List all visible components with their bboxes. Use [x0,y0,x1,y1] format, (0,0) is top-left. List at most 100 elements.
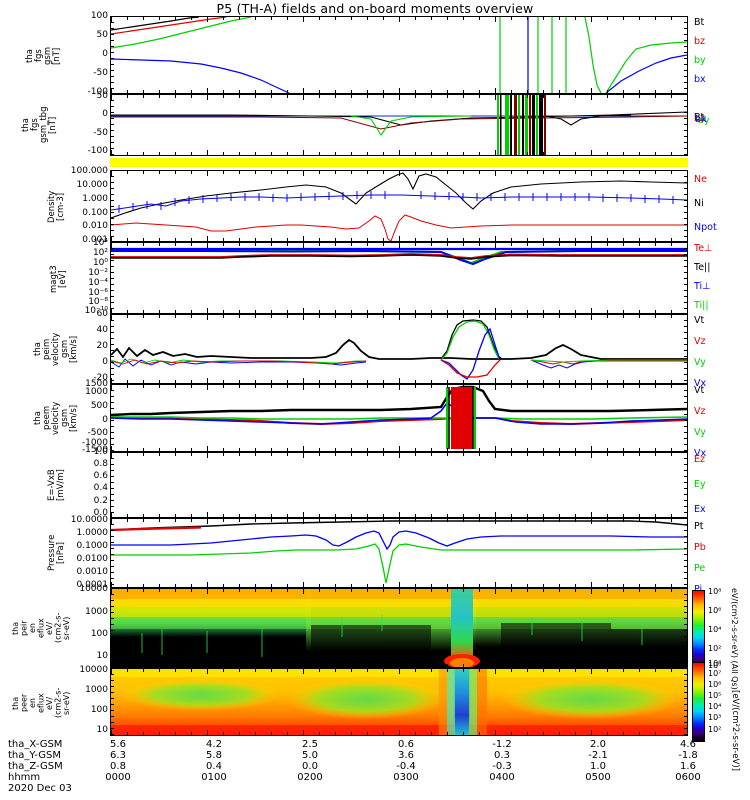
y-tick [684,284,688,285]
y-tick [111,666,114,667]
y-tick [684,374,688,375]
legend-item-ne: Ne [694,174,707,185]
ytick: 10⁰ [92,258,108,268]
x-tick [207,662,208,667]
x-tick [351,669,352,672]
x-tick [495,236,496,241]
x-tick [367,589,368,592]
y-tick [111,124,114,125]
x-tick [591,17,592,22]
x-tick [127,171,128,174]
x-tick [127,238,128,241]
x-tick [399,446,400,451]
x-tick [207,385,208,390]
x-tick [111,243,112,248]
panel-peem-velocity-label: tha peem velocity gsm [km/s] [33,401,79,435]
x-tick [543,95,544,98]
y-tick [111,70,114,71]
x-tick [415,385,416,388]
x-tick [687,236,688,241]
x-tick [303,446,304,451]
x-tick [287,238,288,241]
x-tick [463,171,464,174]
y-tick [684,674,688,675]
ytick: -50 [93,128,108,138]
ytick: 100 [90,705,108,715]
ytick: 1000 [85,607,108,617]
x-tick [671,380,672,383]
x-tick [543,171,544,174]
x-tick [239,171,240,174]
x-tick [415,514,416,517]
x-tick [143,380,144,383]
x-tick [335,380,336,383]
x-tick [511,519,512,522]
legend-item-ex: Ex [694,504,706,515]
x-tick [639,152,640,155]
y-tick [111,112,114,113]
x-tick [143,448,144,451]
x-tick [623,664,624,667]
x-tick [287,448,288,451]
panel-peer-spectrogram-image [111,669,687,735]
panel-efield [110,452,688,518]
panel-efield-label: E=-VxB [mV/m] [47,469,66,501]
x-tick [223,448,224,451]
x-tick [143,669,144,672]
y-tick [111,674,114,675]
x-tick [399,589,400,594]
y-tick [111,668,114,669]
legend-pressure: Pt Pb Pe Pi [694,522,706,595]
x-tick [591,519,592,524]
x-tick [319,238,320,241]
cbtick: 10³ [708,713,722,722]
legend-item-npot: Npot [694,222,717,233]
y-tick [111,64,114,65]
x-tick [399,582,400,587]
x-tick [543,380,544,383]
y-tick [111,426,114,427]
x-tick [111,453,112,458]
x-tick [303,519,304,524]
x-tick [511,514,512,517]
x-tick [383,310,384,313]
legend-item-tipar: Ti|| [694,300,709,311]
ytick: 100 [90,629,108,639]
x-tick [271,238,272,241]
x-tick [191,589,192,592]
x-tick [271,90,272,93]
y-tick [111,500,114,501]
x-tick [463,664,464,667]
x-tick [271,519,272,522]
x-tick [447,95,448,98]
y-tick [684,296,688,297]
x-tick [463,380,464,383]
y-tick [684,408,688,409]
y-tick [684,212,688,213]
x-tick [255,453,256,456]
x-tick [447,664,448,667]
ytick: 0.100 [82,208,108,218]
y-tick [684,94,688,95]
x-tick [511,17,512,20]
footer-tick: 2.5 [302,739,318,750]
x-tick [175,238,176,241]
x-tick [415,17,416,20]
legend-item-vx: Vx [694,378,707,389]
y-tick [111,170,114,171]
ytick: 1000 [85,387,108,397]
x-tick [159,380,160,383]
y-tick [684,16,688,17]
x-tick [575,385,576,388]
y-tick [111,130,114,131]
x-tick [671,385,672,388]
x-tick [175,385,176,388]
y-tick [111,58,114,59]
x-tick [655,238,656,241]
y-tick [111,518,114,519]
ytick: -50 [93,68,108,78]
x-tick [575,90,576,93]
x-tick [351,664,352,667]
y-tick [684,588,688,589]
x-tick [495,88,496,93]
